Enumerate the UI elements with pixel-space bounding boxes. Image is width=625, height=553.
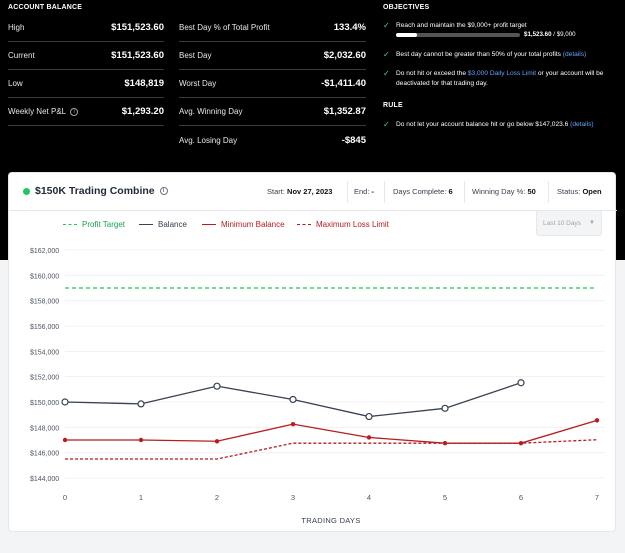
- end-date: End: -: [354, 187, 375, 196]
- status-dot-icon: [23, 187, 30, 195]
- trading-combine-card: $150K Trading Combine i Start: Nov 27, 2…: [8, 172, 617, 532]
- daily-loss-limit-link[interactable]: $3,000 Daily Loss Limit: [467, 70, 537, 77]
- info-icon[interactable]: i: [159, 187, 168, 195]
- winning-day-pct: Winning Day %: 50: [472, 187, 536, 196]
- balance-point: [517, 379, 525, 387]
- objective-profit-target: ✓ Reach and maintain the $9,000+ profit …: [383, 21, 618, 31]
- balance-point: [441, 404, 449, 412]
- stat-value: $2,032.60: [323, 50, 366, 61]
- x-tick-label: 5: [443, 493, 447, 502]
- objective-text: Best day cannot be greater than 50% of y…: [396, 51, 561, 58]
- y-tick-label: $158,000: [30, 299, 59, 306]
- y-tick-label: $162,000: [30, 248, 59, 255]
- x-tick-label: 2: [215, 493, 219, 502]
- check-icon: ✓: [383, 120, 390, 129]
- stat-label: Weekly Net P&L: [8, 107, 67, 116]
- series-max-loss-limit: [65, 439, 598, 460]
- balance-point: [365, 412, 373, 421]
- minimum-balance-point: [138, 437, 144, 443]
- stat-label: Best Day: [179, 51, 212, 60]
- profit-progress-bar: [396, 33, 520, 37]
- objective-best-day: ✓ Best day cannot be greater than 50% of…: [383, 50, 618, 60]
- card-header: $150K Trading Combine i Start: Nov 27, 2…: [9, 173, 617, 211]
- minimum-balance-point: [214, 439, 220, 444]
- stat-value: 133.4%: [333, 22, 366, 33]
- check-icon: ✓: [383, 21, 390, 30]
- stat-value: $1,293.20: [121, 106, 164, 117]
- stat-best-day: Best Day $2,032.60: [179, 42, 366, 70]
- rule-min-balance: ✓ Do not let your account balance hit or…: [383, 120, 618, 130]
- stat-high: High $151,523.60: [8, 14, 164, 42]
- minimum-balance-point: [290, 421, 296, 427]
- stat-worst-day: Worst Day -$1,411.40: [179, 70, 366, 98]
- details-link[interactable]: (details): [570, 121, 594, 128]
- rule-title: RULE: [383, 102, 403, 109]
- stat-current: Current $151,523.60: [8, 42, 164, 70]
- y-tick-label: $146,000: [30, 451, 59, 458]
- stat-low: Low $148,819: [8, 70, 164, 98]
- stat-label: Low: [8, 79, 23, 88]
- y-tick-label: $154,000: [30, 349, 59, 356]
- stat-avg-losing-day: Avg. Losing Day -$845: [179, 126, 366, 154]
- x-tick-label: 7: [595, 493, 599, 502]
- chevron-down-icon: ▼: [589, 220, 595, 226]
- balance-point: [213, 382, 221, 390]
- stat-value: $1,352.87: [323, 106, 366, 117]
- progress-text: $1,523.60 / $9,000: [524, 31, 576, 38]
- y-tick-label: $144,000: [30, 476, 59, 483]
- stat-value: $151,523.60: [111, 50, 164, 61]
- x-tick-label: 1: [139, 493, 143, 502]
- objectives-title: OBJECTIVES: [383, 4, 430, 11]
- stat-label: Worst Day: [179, 79, 217, 88]
- days-complete: Days Complete: 6: [393, 187, 453, 196]
- minimum-balance-point: [366, 435, 372, 440]
- stat-label: Best Day % of Total Profit: [179, 23, 270, 32]
- y-tick-label: $152,000: [30, 375, 59, 382]
- y-tick-label: $160,000: [30, 273, 59, 280]
- x-tick-label: 0: [63, 493, 67, 502]
- minimum-balance-point: [62, 437, 68, 443]
- legend-profit-target[interactable]: Profit Target: [63, 220, 125, 229]
- legend-balance[interactable]: Balance: [139, 220, 187, 229]
- progress-fill: [396, 33, 417, 37]
- x-tick-label: 4: [367, 493, 371, 502]
- combine-title: $150K Trading Combine i: [23, 185, 168, 197]
- stat-value: $151,523.60: [111, 22, 164, 33]
- legend-minimum-balance[interactable]: Minimum Balance: [202, 220, 285, 229]
- objective-text: Reach and maintain the $9,000+ profit ta…: [396, 22, 527, 29]
- details-link[interactable]: (details): [562, 51, 587, 58]
- legend-max-loss-limit[interactable]: Maximum Loss Limit: [297, 220, 389, 229]
- stat-label: Avg. Losing Day: [179, 135, 238, 145]
- y-tick-label: $150,000: [30, 400, 59, 407]
- x-tick-label: 3: [291, 493, 295, 502]
- info-icon[interactable]: i: [70, 107, 79, 116]
- stat-label: Current: [8, 51, 35, 60]
- stat-label: Avg. Winning Day: [179, 107, 243, 116]
- stat-value: $148,819: [124, 78, 164, 89]
- stat-avg-winning-day: Avg. Winning Day $1,352.87: [179, 98, 366, 126]
- objective-daily-loss: ✓ Do not hit or exceed the $3,000 Daily …: [383, 69, 604, 87]
- balance-point: [289, 395, 297, 404]
- stat-best-day-pct: Best Day % of Total Profit 133.4%: [179, 14, 366, 42]
- y-tick-label: $156,000: [30, 324, 59, 331]
- minimum-balance-point: [594, 418, 600, 423]
- stat-value: -$845: [341, 134, 366, 146]
- stat-value: -$1,411.40: [321, 78, 366, 89]
- rule-text: Do not let your account balance hit or g…: [396, 121, 569, 128]
- account-balance-title: ACCOUNT BALANCE: [8, 4, 83, 11]
- x-tick-label: 6: [519, 493, 523, 502]
- balance-point: [137, 400, 145, 408]
- stat-label: High: [8, 23, 25, 32]
- x-axis-label: TRADING DAYS: [301, 516, 360, 525]
- series-minimum-balance: [65, 419, 598, 444]
- start-date: Start: Nov 27, 2023: [267, 187, 333, 196]
- y-tick-label: $148,000: [30, 425, 59, 432]
- balance-point: [61, 398, 69, 406]
- status: Status: Open: [557, 187, 602, 196]
- range-select[interactable]: Last 10 Days ▼: [536, 210, 602, 236]
- check-icon: ✓: [383, 69, 390, 78]
- check-icon: ✓: [383, 50, 390, 59]
- stat-weekly-pnl: Weekly Net P&L i $1,293.20: [8, 98, 164, 126]
